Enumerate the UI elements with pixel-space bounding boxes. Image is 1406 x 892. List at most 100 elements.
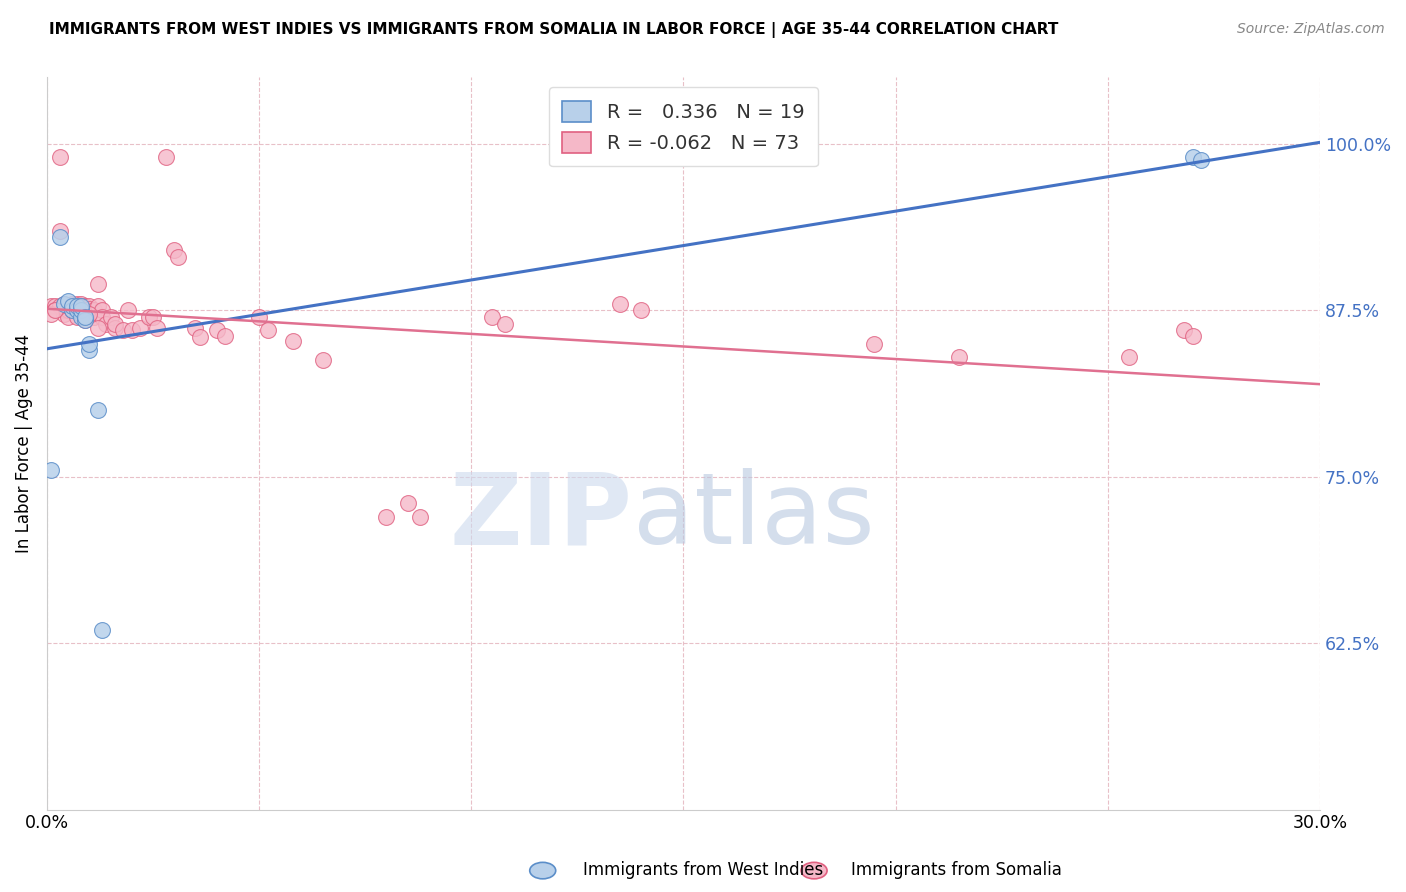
Circle shape [530,863,555,879]
Point [87,277,110,291]
Point [146,320,169,334]
Point [65,303,87,318]
Point [1181,328,1204,343]
Point [75,303,97,318]
Point [75,299,97,313]
Point [138,310,160,324]
Point [60,299,83,313]
Point [1181,150,1204,164]
Point [1118,350,1140,364]
Point [69,296,91,310]
Point [247,310,270,324]
Point [65,303,87,318]
Point [79,336,101,351]
Point [188,330,211,344]
Point [52,303,75,318]
Point [52,296,75,310]
Point [1189,153,1212,167]
Point [142,310,165,324]
Point [1173,323,1195,337]
Point [112,323,135,337]
Y-axis label: In Labor Force | Age 35-44: In Labor Force | Age 35-44 [15,334,32,553]
Point [630,303,652,318]
Point [256,323,278,337]
Point [69,303,91,318]
Point [79,299,101,313]
Point [60,296,83,310]
Text: atlas: atlas [633,468,875,566]
Point [79,307,101,321]
Point [39,307,62,321]
Point [56,310,79,324]
Point [96,317,118,331]
Point [48,150,70,164]
Text: IMMIGRANTS FROM WEST INDIES VS IMMIGRANTS FROM SOMALIA IN LABOR FORCE | AGE 35-4: IMMIGRANTS FROM WEST INDIES VS IMMIGRANT… [49,22,1059,38]
Text: Immigrants from West Indies: Immigrants from West Indies [583,861,824,879]
Point [609,296,631,310]
Point [91,310,114,324]
Point [121,323,143,337]
Point [75,312,97,326]
Circle shape [801,863,827,879]
Point [48,299,70,313]
Point [100,310,122,324]
Point [69,307,91,321]
Point [91,303,114,318]
Point [60,303,83,318]
Point [214,328,236,343]
Point [79,343,101,358]
Point [117,303,139,318]
Point [863,336,886,351]
Point [79,307,101,321]
Point [65,296,87,310]
Point [129,320,152,334]
Point [44,299,66,313]
Point [79,301,101,316]
Point [83,310,105,324]
Point [163,244,186,258]
Point [60,303,83,318]
Point [409,509,432,524]
Text: Immigrants from Somalia: Immigrants from Somalia [851,861,1062,879]
Point [375,509,398,524]
Text: Source: ZipAtlas.com: Source: ZipAtlas.com [1237,22,1385,37]
Point [69,299,91,313]
Point [87,320,110,334]
Legend: R =   0.336   N = 19, R = -0.062   N = 73: R = 0.336 N = 19, R = -0.062 N = 73 [548,87,818,167]
Point [167,250,190,264]
Point [83,303,105,318]
Point [205,323,228,337]
Point [104,317,127,331]
Point [91,623,114,637]
Point [87,299,110,313]
Point [155,150,177,164]
Point [184,320,207,334]
Point [39,463,62,477]
Point [87,403,110,417]
Point [52,307,75,321]
Point [69,310,91,324]
Point [75,312,97,326]
Point [494,317,516,331]
Point [52,296,75,310]
Point [39,299,62,313]
Point [44,303,66,318]
Point [56,303,79,318]
Point [481,310,503,324]
Point [104,320,127,334]
Point [75,307,97,321]
Point [56,294,79,309]
Point [60,299,83,313]
Point [281,334,304,348]
Point [948,350,970,364]
Point [48,223,70,237]
Point [65,299,87,313]
Point [75,310,97,324]
Point [65,310,87,324]
Point [312,352,335,367]
Point [44,303,66,318]
Point [60,301,83,316]
Point [48,230,70,244]
Point [69,299,91,313]
Text: ZIP: ZIP [450,468,633,566]
